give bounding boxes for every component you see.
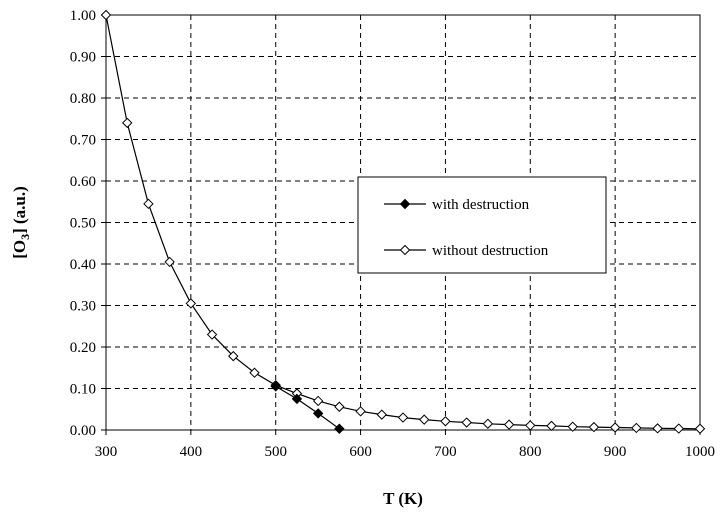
x-tick-label: 600 [349, 444, 372, 460]
x-tick-label: 300 [95, 444, 118, 460]
y-axis-title: [O3] (a.u.) [10, 186, 32, 259]
data-point [631, 422, 642, 434]
y-tick-label: 0.50 [70, 216, 96, 232]
x-axis: 300 400 500 600 700 800 900 1000 [95, 430, 715, 460]
filled-diamond-icon [399, 198, 411, 210]
data-point [334, 401, 345, 412]
data-point [164, 256, 175, 268]
y-tick-label: 0.30 [70, 299, 96, 315]
data-point [525, 420, 536, 431]
series-with-destruction [270, 381, 345, 434]
x-tick-label: 500 [264, 444, 287, 460]
legend-label: without destruction [432, 243, 549, 259]
data-point [440, 416, 451, 427]
data-point [206, 329, 218, 340]
data-point [355, 406, 366, 417]
x-axis-title: T (K) [383, 489, 423, 508]
y-tick-label: 0.60 [70, 174, 96, 190]
y-axis-title-tail: ] (a.u.) [10, 186, 29, 234]
data-point [673, 423, 684, 434]
open-diamond-icon [399, 244, 411, 256]
x-tick-label: 800 [519, 444, 542, 460]
data-point [100, 9, 112, 21]
data-point [546, 420, 557, 432]
x-tick-label: 400 [180, 444, 203, 460]
x-tick-label: 700 [434, 444, 457, 460]
y-axis-title-main: [O [10, 240, 29, 259]
series-layer [100, 9, 706, 434]
data-point [270, 381, 281, 392]
data-point [419, 414, 430, 425]
series-without-destruction [100, 9, 706, 434]
data-point [482, 418, 494, 429]
legend: with destruction without destruction [357, 176, 607, 274]
x-tick-label: 1000 [685, 444, 715, 460]
y-tick-label: 0.10 [70, 382, 96, 398]
data-point [122, 117, 133, 129]
data-point [609, 422, 621, 433]
legend-label: with destruction [432, 197, 530, 213]
x-tick-label: 900 [604, 444, 627, 460]
legend-box [357, 176, 607, 274]
data-point [461, 417, 472, 428]
data-point [312, 395, 324, 407]
data-point [312, 408, 324, 419]
data-point [185, 298, 197, 309]
y-tick-label: 0.90 [70, 50, 96, 66]
data-point [334, 423, 345, 434]
legend-item: with destruction [384, 197, 530, 213]
data-point [143, 198, 154, 210]
legend-item: without destruction [384, 243, 549, 259]
data-point [652, 423, 663, 434]
y-tick-label: 0.40 [70, 257, 96, 273]
data-point [249, 367, 260, 378]
series-line [275, 385, 340, 430]
y-tick-label: 0.70 [70, 133, 96, 149]
data-point [291, 393, 303, 405]
y-tick-label: 0.80 [70, 91, 96, 107]
data-point [567, 421, 578, 432]
y-tick-label: 0.20 [70, 340, 96, 356]
y-axis-title-subscript: 3 [18, 234, 32, 240]
data-point [376, 409, 387, 420]
data-point [228, 350, 239, 362]
data-point [503, 419, 515, 430]
data-point [694, 423, 706, 434]
data-point [588, 421, 600, 433]
data-point [397, 412, 409, 423]
y-tick-label: 0.00 [70, 423, 96, 439]
y-axis: 0.00 0.10 0.20 0.30 0.40 0.50 0.60 0.70 0.80 0.90… [70, 8, 106, 439]
y-tick-label: 1.00 [70, 8, 96, 24]
